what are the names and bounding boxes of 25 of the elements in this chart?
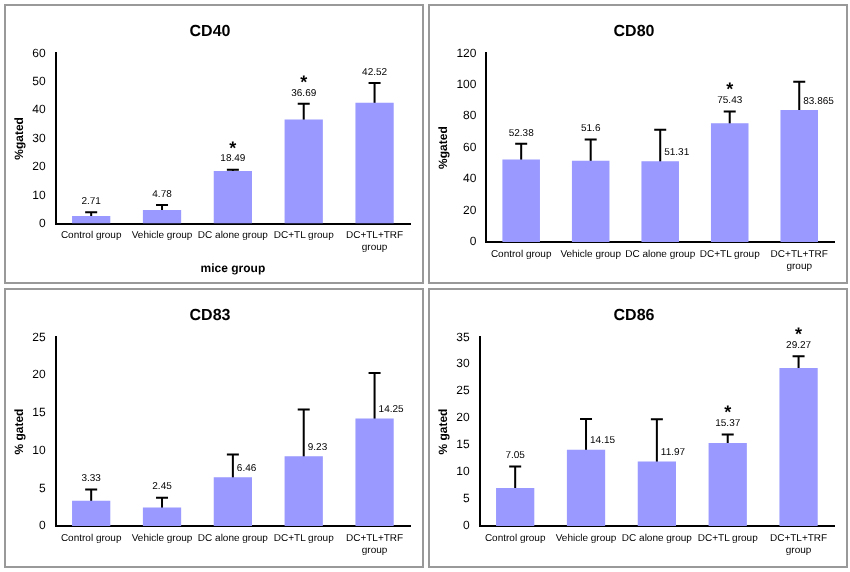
- bar: [355, 418, 394, 526]
- bar: [566, 449, 606, 526]
- bar: [213, 477, 252, 526]
- bar: [779, 368, 818, 526]
- bar: [355, 102, 394, 224]
- bar: [72, 215, 111, 224]
- bar: [710, 123, 749, 242]
- chart-title: CD86: [613, 306, 656, 325]
- bar: [641, 161, 679, 242]
- chart-title: CD40: [189, 22, 232, 41]
- bar: [571, 160, 610, 242]
- bar: [284, 119, 323, 224]
- bar: [708, 443, 747, 526]
- bar: [780, 110, 819, 242]
- annotation: *: [300, 71, 309, 92]
- bar: [284, 456, 323, 526]
- bar: [502, 159, 540, 242]
- bar: [142, 507, 182, 526]
- chart-title: CD80: [613, 22, 656, 41]
- bar: [213, 171, 252, 224]
- bar: [72, 500, 111, 526]
- bar: [496, 487, 535, 526]
- bar: [142, 210, 182, 224]
- bar: [637, 461, 676, 526]
- chart-title: CD83: [189, 306, 232, 325]
